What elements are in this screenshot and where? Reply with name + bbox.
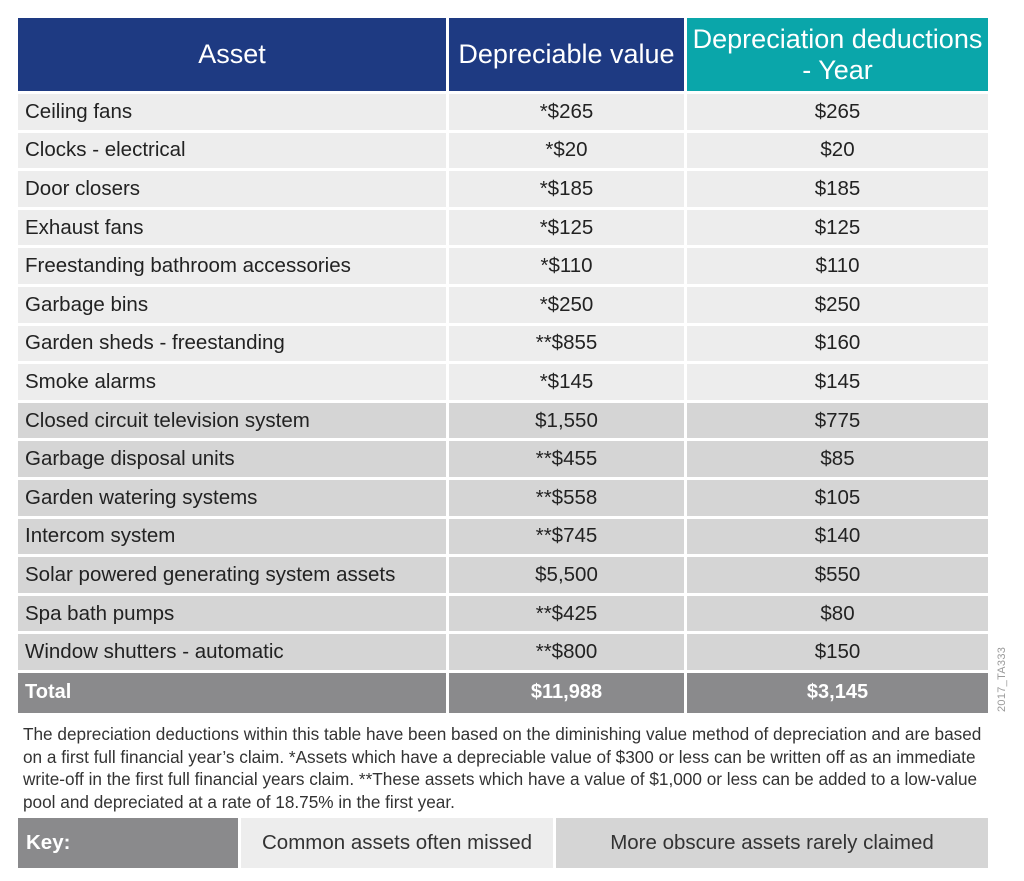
deduction-cell: $775 bbox=[684, 402, 988, 439]
depreciable-value-cell: $1,550 bbox=[446, 402, 684, 439]
asset-cell: Clocks - electrical bbox=[18, 132, 446, 169]
asset-cell: Freestanding bathroom accessories bbox=[18, 248, 446, 284]
document-code: 2017_TA333 bbox=[996, 646, 1008, 712]
table-header-row: Asset Depreciable value Depreciation ded… bbox=[18, 18, 988, 91]
table-row: Freestanding bathroom accessories *$110 $1… bbox=[18, 248, 988, 284]
depreciable-value-cell: **$558 bbox=[446, 479, 684, 516]
deduction-cell: $265 bbox=[684, 94, 988, 130]
depreciable-value-column-header: Depreciable value bbox=[446, 18, 684, 91]
table-row: Closed circuit television system $1,550 $7… bbox=[18, 402, 988, 439]
depreciable-value-cell: **$425 bbox=[446, 595, 684, 632]
table-row: Garden sheds - freestanding **$855 $160 bbox=[18, 325, 988, 362]
depreciable-value-cell: *$20 bbox=[446, 132, 684, 169]
table-row: Garbage disposal units **$455 $85 bbox=[18, 441, 988, 477]
depreciable-value-cell: **$800 bbox=[446, 634, 684, 670]
asset-cell: Garbage disposal units bbox=[18, 441, 446, 477]
deduction-cell: $110 bbox=[684, 248, 988, 284]
depreciable-value-cell: $5,500 bbox=[446, 557, 684, 593]
table-row: Solar powered generating system assets $5… bbox=[18, 557, 988, 593]
table-row: Spa bath pumps **$425 $80 bbox=[18, 595, 988, 632]
depreciable-value-cell: *$110 bbox=[446, 248, 684, 284]
asset-cell: Door closers bbox=[18, 171, 446, 207]
asset-cell: Spa bath pumps bbox=[18, 595, 446, 632]
asset-cell: Solar powered generating system assets bbox=[18, 557, 446, 593]
depreciation-table: Asset Depreciable value Depreciation ded… bbox=[18, 15, 988, 716]
depreciable-value-cell: **$745 bbox=[446, 518, 684, 555]
deduction-cell: $80 bbox=[684, 595, 988, 632]
asset-cell: Garden sheds - freestanding bbox=[18, 325, 446, 362]
depreciable-value-cell: **$855 bbox=[446, 325, 684, 362]
deduction-cell: $150 bbox=[684, 634, 988, 670]
deduction-cell: $145 bbox=[684, 364, 988, 400]
asset-cell: Intercom system bbox=[18, 518, 446, 555]
footnote: The depreciation deductions within this … bbox=[23, 724, 982, 812]
table-row: Window shutters - automatic **$800 $150 bbox=[18, 634, 988, 670]
asset-cell: Garden watering systems bbox=[18, 479, 446, 516]
table-row: Intercom system **$745 $140 bbox=[18, 518, 988, 555]
asset-cell: Garbage bins bbox=[18, 286, 446, 323]
deduction-cell: $85 bbox=[684, 441, 988, 477]
table-row: Smoke alarms *$145 $145 bbox=[18, 364, 988, 400]
deduction-cell: $550 bbox=[684, 557, 988, 593]
asset-cell: Window shutters - automatic bbox=[18, 634, 446, 670]
total-row: Total $11,988 $3,145 bbox=[18, 672, 988, 713]
deduction-cell: $105 bbox=[684, 479, 988, 516]
table-row: Garbage bins *$250 $250 bbox=[18, 286, 988, 323]
deduction-cell: $140 bbox=[684, 518, 988, 555]
depreciable-value-cell: *$250 bbox=[446, 286, 684, 323]
deduction-cell: $185 bbox=[684, 171, 988, 207]
asset-cell: Closed circuit television system bbox=[18, 402, 446, 439]
table-row: Ceiling fans *$265 $265 bbox=[18, 94, 988, 130]
total-deduction: $3,145 bbox=[684, 672, 988, 713]
deduction-cell: $160 bbox=[684, 325, 988, 362]
asset-cell: Smoke alarms bbox=[18, 364, 446, 400]
key-obscure-assets: More obscure assets rarely claimed bbox=[556, 818, 988, 868]
depreciable-value-cell: **$455 bbox=[446, 441, 684, 477]
asset-cell: Exhaust fans bbox=[18, 209, 446, 246]
depreciation-table-wrapper: Asset Depreciable value Depreciation ded… bbox=[18, 18, 988, 716]
table-body: Ceiling fans *$265 $265 Clocks - electrical… bbox=[18, 94, 988, 713]
key-label: Key: bbox=[18, 818, 238, 868]
table-row: Door closers *$185 $185 bbox=[18, 171, 988, 207]
depreciable-value-cell: *$185 bbox=[446, 171, 684, 207]
depreciable-value-cell: *$125 bbox=[446, 209, 684, 246]
deduction-cell: $125 bbox=[684, 209, 988, 246]
table-row: Garden watering systems **$558 $105 bbox=[18, 479, 988, 516]
asset-column-header: Asset bbox=[18, 18, 446, 91]
key-common-assets: Common assets often missed bbox=[241, 818, 553, 868]
deduction-cell: $20 bbox=[684, 132, 988, 169]
deduction-cell: $250 bbox=[684, 286, 988, 323]
table-row: Clocks - electrical *$20 $20 bbox=[18, 132, 988, 169]
legend-key: Key: Common assets often missed More obs… bbox=[18, 818, 988, 868]
depreciable-value-cell: *$145 bbox=[446, 364, 684, 400]
depreciable-value-cell: *$265 bbox=[446, 94, 684, 130]
deduction-column-header: Depreciation deductions - Year bbox=[684, 18, 988, 91]
total-label: Total bbox=[18, 672, 446, 713]
asset-cell: Ceiling fans bbox=[18, 94, 446, 130]
total-depreciable-value: $11,988 bbox=[446, 672, 684, 713]
table-row: Exhaust fans *$125 $125 bbox=[18, 209, 988, 246]
